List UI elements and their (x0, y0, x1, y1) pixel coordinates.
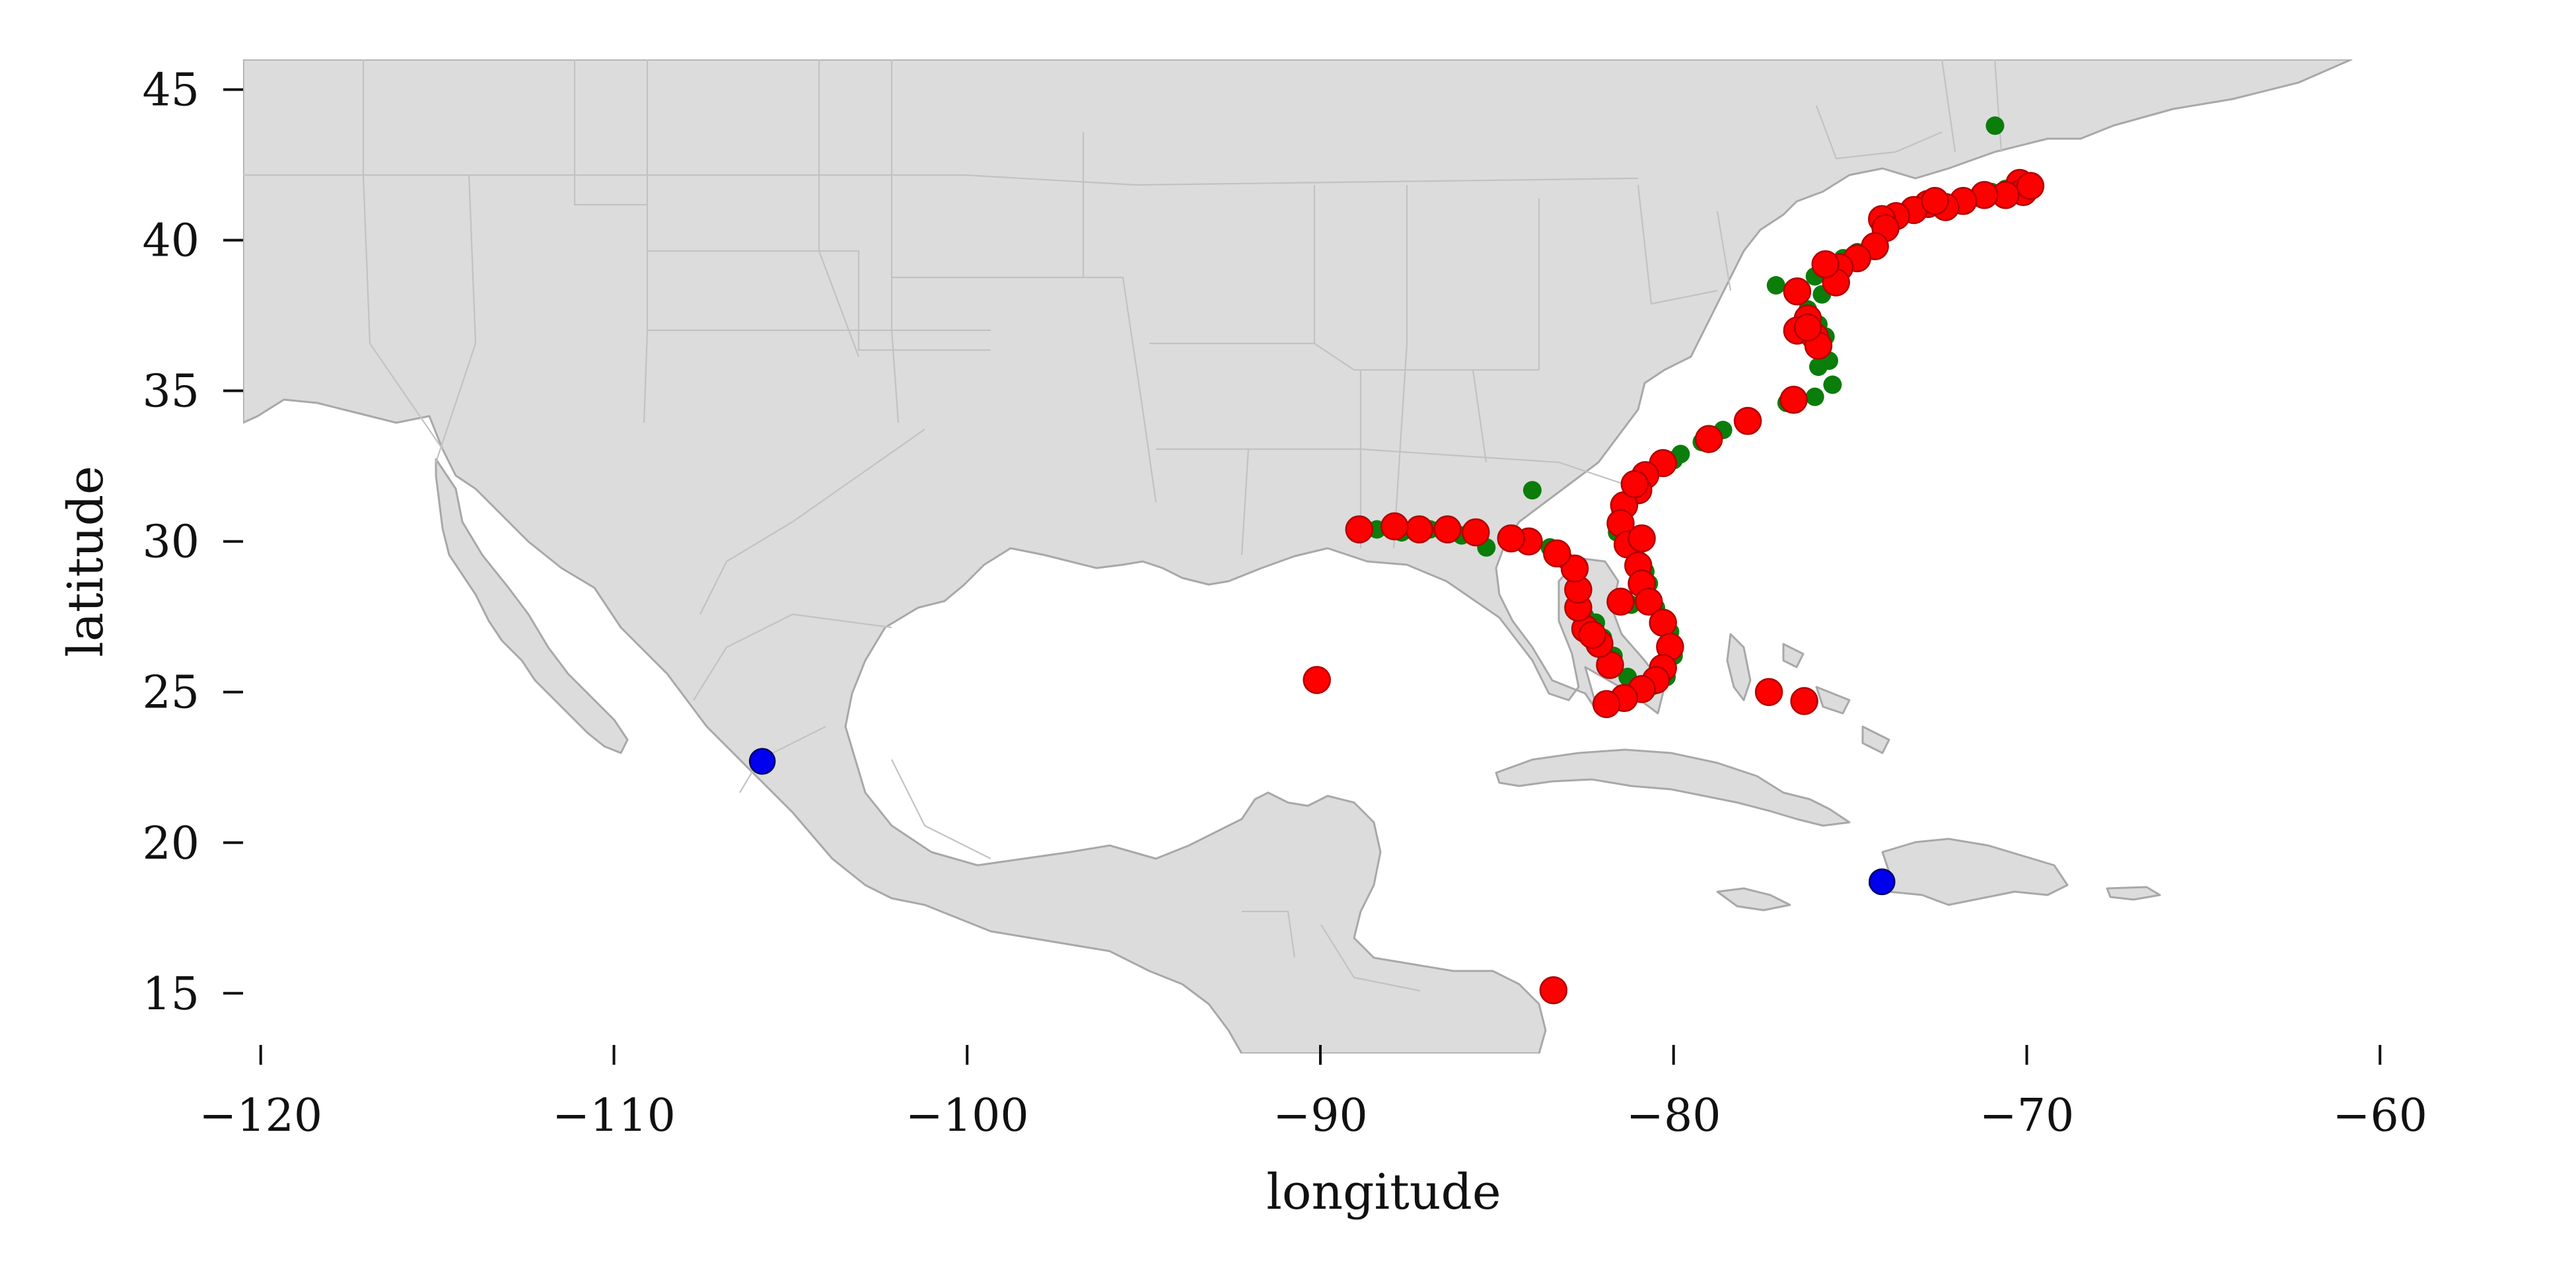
state-borders (243, 59, 2003, 992)
green-point-47 (1766, 276, 1785, 295)
blue-point-0 (748, 748, 776, 775)
y-axis-title: latitude (57, 466, 114, 657)
bahamas-islands (1726, 633, 1890, 754)
red-point-32 (1635, 587, 1663, 616)
y-tick-label: 45 (142, 65, 199, 117)
green-point-15 (1805, 387, 1824, 406)
jamaica-island (1716, 887, 1791, 912)
scatter-points (748, 116, 2045, 1005)
green-point-0 (1986, 116, 2005, 135)
y-axis: 15 20 25 30 35 40 45 (142, 65, 243, 1020)
red-point-63 (1620, 470, 1649, 499)
green-point-1 (1522, 481, 1542, 500)
red-point-50 (1433, 515, 1462, 544)
red-point-61 (1921, 187, 1949, 215)
red-point-54 (1303, 666, 1331, 694)
x-tick-label: −60 (2333, 1090, 2428, 1142)
red-point-58 (1606, 587, 1635, 616)
north-america-landmass (243, 59, 2353, 1054)
red-point-56 (1790, 687, 1818, 715)
red-point-33 (1649, 608, 1677, 637)
y-tick-label: 30 (142, 517, 199, 569)
y-tick-label: 15 (142, 968, 199, 1020)
x-tick-label: −80 (1626, 1090, 1721, 1142)
green-point-14 (1823, 375, 1842, 394)
red-point-59 (1628, 524, 1656, 553)
x-tick-label: −110 (552, 1090, 676, 1142)
x-axis: −120 −110 −100 −90 −80 −70 −60 (199, 1045, 2427, 1142)
y-tick-label: 35 (142, 366, 199, 418)
red-point-55 (1754, 678, 1783, 706)
red-point-57 (1539, 976, 1568, 1005)
baja-california-peninsula (435, 458, 629, 754)
y-tick-label: 20 (142, 818, 199, 870)
red-point-60 (1811, 250, 1840, 279)
red-point-21 (1779, 386, 1808, 414)
x-tick-label: −100 (906, 1090, 1029, 1142)
y-tick-label: 25 (142, 667, 199, 719)
blue-point-1 (1869, 868, 1896, 896)
red-point-51 (1405, 515, 1433, 544)
x-tick-label: −120 (199, 1090, 322, 1142)
puerto-rico-island (2106, 886, 2161, 901)
red-point-64 (1578, 620, 1607, 649)
red-point-20 (1793, 313, 1822, 342)
red-point-46 (1543, 539, 1571, 568)
red-point-49 (1462, 518, 1490, 547)
green-point-49 (1809, 357, 1828, 376)
y-tick-label: 40 (142, 215, 199, 268)
hispaniola-island (1868, 838, 2069, 906)
x-tick-label: −90 (1273, 1090, 1368, 1142)
red-point-22 (1733, 407, 1762, 435)
cuba-island (1495, 748, 1851, 827)
red-point-48 (1497, 524, 1526, 553)
basemap (243, 59, 2353, 1054)
red-point-39 (1592, 690, 1621, 719)
x-tick-label: −70 (1980, 1090, 2075, 1142)
red-point-62 (2016, 172, 2045, 200)
x-axis-title: longitude (1266, 1164, 1501, 1221)
red-point-53 (1345, 515, 1374, 544)
red-point-15 (1783, 277, 1812, 306)
red-point-23 (1694, 425, 1723, 453)
red-point-52 (1380, 512, 1409, 541)
